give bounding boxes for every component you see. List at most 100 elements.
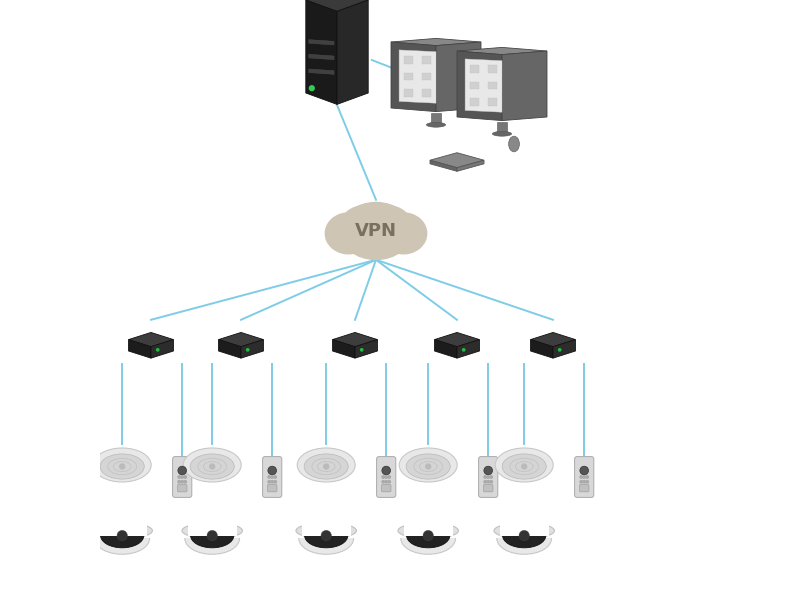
- Circle shape: [484, 481, 486, 483]
- Ellipse shape: [92, 523, 153, 539]
- Circle shape: [484, 476, 486, 478]
- Ellipse shape: [406, 523, 450, 548]
- Circle shape: [271, 476, 274, 478]
- Circle shape: [178, 476, 180, 478]
- Ellipse shape: [341, 206, 388, 243]
- Polygon shape: [488, 98, 498, 106]
- Circle shape: [181, 481, 183, 483]
- Ellipse shape: [492, 131, 512, 136]
- Ellipse shape: [502, 454, 546, 479]
- Ellipse shape: [182, 523, 242, 539]
- Circle shape: [178, 466, 186, 475]
- Polygon shape: [422, 56, 431, 64]
- Polygon shape: [241, 340, 263, 358]
- Polygon shape: [530, 340, 553, 358]
- Ellipse shape: [304, 454, 348, 479]
- Circle shape: [382, 466, 390, 475]
- Polygon shape: [434, 340, 457, 358]
- Bar: [98, 509, 146, 536]
- Ellipse shape: [398, 523, 458, 539]
- Circle shape: [423, 530, 434, 541]
- Ellipse shape: [406, 454, 450, 479]
- Polygon shape: [436, 42, 481, 112]
- Polygon shape: [404, 89, 413, 97]
- Circle shape: [580, 481, 582, 483]
- Ellipse shape: [101, 523, 144, 548]
- Circle shape: [157, 349, 159, 351]
- Polygon shape: [488, 82, 498, 89]
- Bar: [500, 509, 549, 536]
- Circle shape: [580, 476, 582, 478]
- Polygon shape: [129, 332, 174, 347]
- Ellipse shape: [494, 523, 554, 539]
- Ellipse shape: [495, 448, 553, 482]
- Polygon shape: [457, 51, 502, 121]
- Ellipse shape: [190, 523, 234, 548]
- Circle shape: [490, 481, 492, 483]
- Circle shape: [361, 349, 363, 351]
- Text: VPN: VPN: [355, 222, 397, 240]
- Polygon shape: [151, 340, 174, 358]
- Polygon shape: [553, 340, 575, 358]
- Ellipse shape: [340, 202, 412, 259]
- Bar: [188, 509, 237, 536]
- Polygon shape: [309, 69, 334, 74]
- Circle shape: [558, 349, 561, 351]
- Circle shape: [274, 476, 277, 478]
- Circle shape: [586, 481, 589, 483]
- Polygon shape: [430, 160, 457, 172]
- Polygon shape: [502, 51, 547, 121]
- Circle shape: [207, 530, 218, 541]
- Polygon shape: [422, 89, 431, 97]
- Polygon shape: [465, 59, 502, 112]
- FancyBboxPatch shape: [579, 484, 589, 492]
- Circle shape: [184, 481, 186, 483]
- Bar: [493, 504, 556, 538]
- Bar: [181, 504, 244, 538]
- Ellipse shape: [349, 224, 403, 255]
- Circle shape: [490, 476, 492, 478]
- Polygon shape: [498, 122, 507, 132]
- Ellipse shape: [182, 523, 242, 539]
- Bar: [397, 504, 460, 538]
- Polygon shape: [337, 0, 368, 104]
- Polygon shape: [333, 340, 355, 358]
- Circle shape: [178, 481, 180, 483]
- Ellipse shape: [185, 523, 239, 554]
- Polygon shape: [470, 98, 478, 106]
- Polygon shape: [422, 73, 431, 80]
- Polygon shape: [530, 332, 575, 347]
- Circle shape: [271, 481, 274, 483]
- Circle shape: [385, 481, 387, 483]
- Ellipse shape: [100, 454, 144, 479]
- Circle shape: [484, 466, 493, 475]
- Bar: [90, 504, 154, 538]
- Bar: [302, 509, 350, 536]
- Polygon shape: [488, 65, 498, 73]
- FancyBboxPatch shape: [178, 484, 187, 492]
- FancyBboxPatch shape: [382, 484, 391, 492]
- Circle shape: [426, 464, 430, 469]
- Circle shape: [268, 466, 277, 475]
- Circle shape: [120, 464, 125, 469]
- Circle shape: [487, 476, 490, 478]
- Ellipse shape: [296, 523, 357, 539]
- Circle shape: [462, 349, 465, 351]
- Polygon shape: [306, 0, 337, 104]
- Polygon shape: [391, 42, 436, 112]
- Ellipse shape: [494, 523, 554, 539]
- Polygon shape: [457, 160, 484, 172]
- Polygon shape: [457, 47, 547, 55]
- Polygon shape: [129, 340, 151, 358]
- Polygon shape: [470, 82, 478, 89]
- Circle shape: [586, 476, 589, 478]
- Ellipse shape: [305, 523, 348, 548]
- Circle shape: [519, 530, 530, 541]
- Circle shape: [388, 481, 390, 483]
- Polygon shape: [218, 332, 263, 347]
- Circle shape: [388, 476, 390, 478]
- Circle shape: [487, 481, 490, 483]
- FancyBboxPatch shape: [262, 457, 282, 497]
- Ellipse shape: [398, 523, 458, 539]
- Circle shape: [117, 530, 127, 541]
